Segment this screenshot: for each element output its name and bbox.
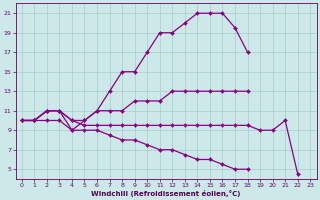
X-axis label: Windchill (Refroidissement éolien,°C): Windchill (Refroidissement éolien,°C) xyxy=(91,190,241,197)
